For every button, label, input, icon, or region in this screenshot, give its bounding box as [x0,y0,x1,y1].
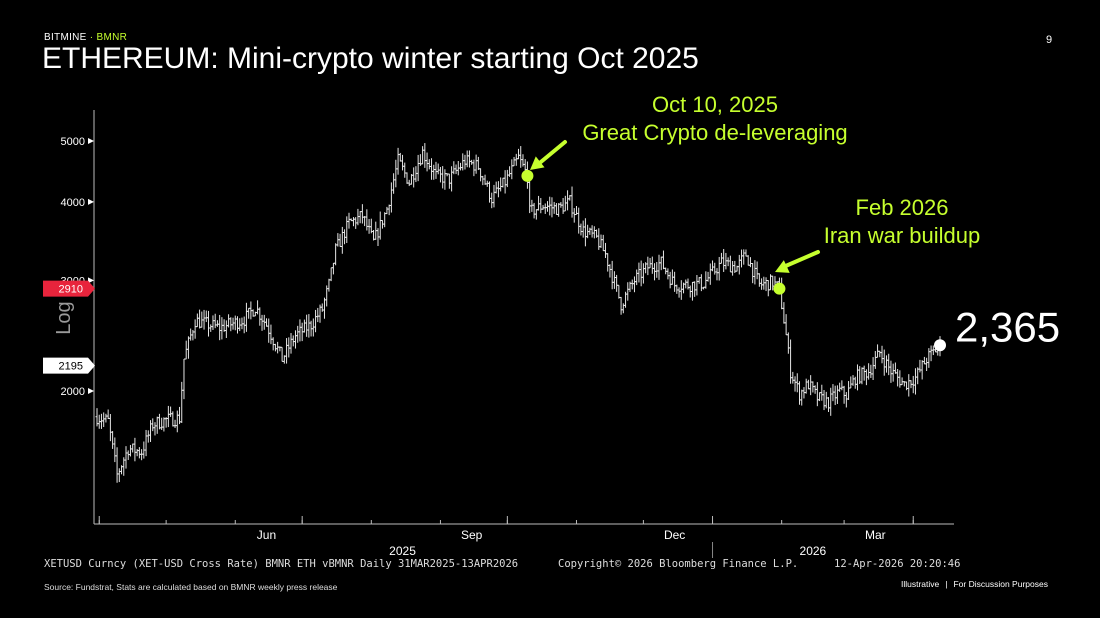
brand-separator: · [86,32,97,43]
source-note: Source: Fundstrat, Stats are calculated … [44,582,338,592]
y-tick-marker [88,138,94,144]
last-value-label: 2,365 [955,303,1060,350]
chart-axes: 5000400030002000LogJunSepDecMar20252026 [53,110,954,558]
annotation-arrow [779,250,820,270]
annotation-marker [773,282,786,295]
brand-label: BITMINE · BMNR [44,32,127,43]
brand-name: BITMINE [44,32,87,43]
y-tick-label: 4000 [61,197,85,209]
bloomberg-copyright: Copyright© 2026 Bloomberg Finance L.P. [558,558,799,570]
price-tags: 2910 2195 2,365 [43,280,1060,374]
y-tick-marker [88,388,94,394]
y-tick-label: 5000 [61,136,85,148]
x-year-label: 2026 [800,544,827,558]
disclaimer-illustrative: Illustrative [901,579,940,589]
last-value-dot [934,339,946,352]
y-tick-label: 2000 [61,386,85,398]
y-tick-marker [88,277,94,284]
annotation-arrowhead [775,260,790,273]
price-tag [43,280,95,297]
x-tick-label: Dec [664,528,685,542]
slide-title: ETHEREUM: Mini-crypto winter starting Oc… [42,42,699,75]
disclaimer: Illustrative | For Discussion Purposes [901,579,1048,589]
ohlc-bars [95,143,942,483]
annotation-text: Oct 10, 2025 [652,92,778,117]
annotations: Oct 10, 2025 Great Crypto de-leveraging Fe… [521,92,980,295]
y-tick-marker [88,198,94,205]
price-tag-label: 2195 [59,361,83,373]
annotation-text: Great Crypto de-leveraging [582,120,847,145]
x-tick-label: Mar [865,528,886,542]
price-tag [43,357,95,374]
annotation-text: Iran war buildup [824,223,981,248]
x-year-label: 2025 [389,544,416,558]
x-tick-label: Jun [257,528,276,542]
x-tick-label: Sep [461,528,483,542]
page-number: 9 [1046,34,1053,46]
annotation-marker [521,169,534,182]
disclaimer-separator: | [945,579,948,589]
bloomberg-series-desc: XETUSD Curncy (XET-USD Cross Rate) BMNR … [44,558,519,570]
disclaimer-discussion: For Discussion Purposes [953,579,1048,589]
annotation-text: Feb 2026 [856,195,949,220]
brand-ticker: BMNR [96,32,128,43]
price-tag-label: 2910 [59,284,83,296]
annotation-arrow [534,140,567,168]
y-axis-title: Log [53,301,75,334]
annotation-arrowhead [530,156,545,170]
bloomberg-timestamp: 12-Apr-2026 20:20:46 [834,558,961,570]
